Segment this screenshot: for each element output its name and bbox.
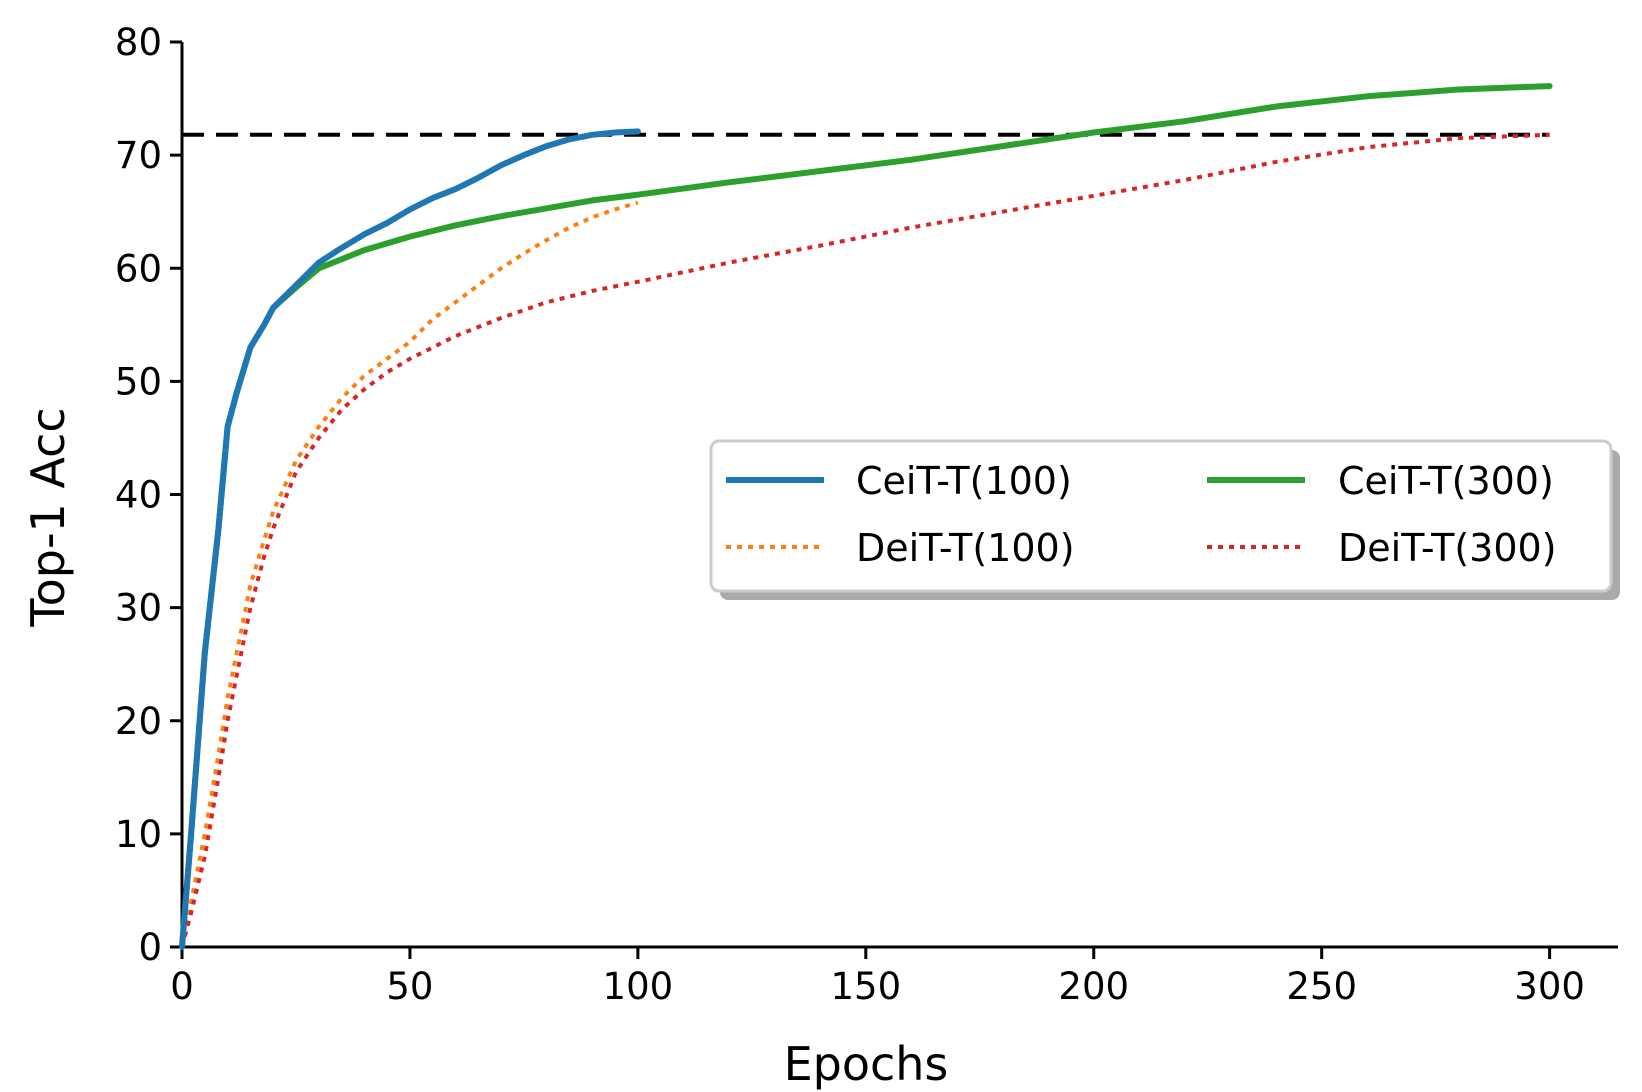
series-line-0 (179, 128, 641, 950)
y-tick-label: 20 (115, 700, 162, 743)
x-tick-label: 300 (1514, 965, 1585, 1008)
y-axis-title: Top-1 Acc (21, 407, 75, 627)
y-tick-label: 10 (115, 813, 162, 856)
legend-label-0: CeiT-T(100) (856, 459, 1072, 503)
x-tick-label: 250 (1286, 965, 1357, 1008)
y-tick-label: 40 (115, 474, 162, 517)
legend-label-2: CeiT-T(300) (1338, 459, 1554, 503)
series-line-1 (180, 200, 639, 948)
x-tick-label: 0 (170, 965, 194, 1008)
y-tick-label: 80 (115, 21, 162, 64)
x-axis-title: Epochs (784, 1037, 949, 1091)
x-tick-label: 50 (386, 965, 433, 1008)
x-tick-label: 200 (1058, 965, 1129, 1008)
y-tick-label: 60 (115, 247, 162, 290)
axes: 0 50 100 150 200 250 300 0 10 20 30 40 50 60 70 80 (115, 21, 1618, 1008)
series-group (179, 83, 1553, 950)
x-tick-label: 150 (830, 965, 901, 1008)
legend-label-3: DeiT-T(300) (1338, 526, 1557, 570)
legend-box (709, 439, 1613, 593)
x-tick-label: 100 (603, 965, 674, 1008)
y-tick-label: 30 (115, 587, 162, 630)
y-tick-label: 70 (115, 134, 162, 177)
legend-label-1: DeiT-T(100) (856, 526, 1075, 570)
y-tick-label: 0 (138, 926, 162, 969)
legend: CeiT-T(100) CeiT-T(300) DeiT-T(100) DeiT-T(… (709, 439, 1620, 600)
y-tick-label: 50 (115, 360, 162, 403)
